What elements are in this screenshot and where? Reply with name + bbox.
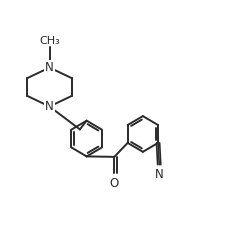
Text: N: N <box>45 61 54 74</box>
Text: N: N <box>155 168 164 181</box>
Text: O: O <box>110 177 119 190</box>
Text: CH₃: CH₃ <box>39 36 60 46</box>
Text: N: N <box>45 100 54 113</box>
